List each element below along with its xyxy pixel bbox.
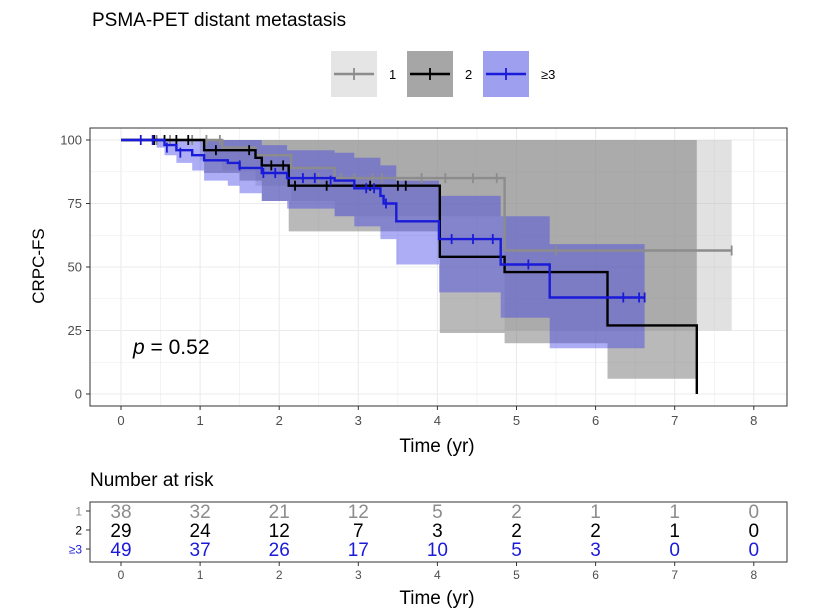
x-tick-label: 1 — [196, 413, 203, 428]
risk-count: 32 — [190, 502, 211, 523]
p-value-annotation: p = 0.52 — [132, 336, 210, 359]
risk-x-tick-label: 1 — [197, 568, 204, 582]
risk-count: 2 — [590, 521, 601, 542]
risk-count: 1 — [669, 521, 680, 542]
risk-count: 0 — [749, 540, 760, 561]
risk-count: 12 — [348, 502, 369, 523]
risk-count: 12 — [269, 521, 290, 542]
risk-count: 0 — [749, 521, 760, 542]
legend: 1 2 ≥3 — [331, 51, 555, 97]
risk-count: 5 — [511, 540, 522, 561]
y-tick-label: 50 — [68, 260, 82, 275]
risk-x-tick-label: 3 — [355, 568, 362, 582]
y-tick-label: 25 — [68, 323, 82, 338]
km-curve-series-2 — [121, 138, 698, 394]
y-axis-label: CRPC-FS — [29, 228, 48, 304]
p-value-text: = 0.52 — [145, 336, 210, 359]
x-tick-label: 5 — [513, 413, 520, 428]
risk-x-tick-label: 4 — [434, 568, 441, 582]
legend-label: ≥3 — [541, 67, 555, 82]
survival-curves — [121, 135, 733, 394]
x-tick-label: 7 — [671, 413, 678, 428]
y-tick-label: 100 — [60, 133, 82, 148]
risk-x-tick-label: 8 — [750, 568, 757, 582]
risk-count: 24 — [190, 521, 212, 542]
ci-band-series-3 — [121, 140, 645, 349]
risk-count: 17 — [348, 540, 369, 561]
risk-count: 3 — [590, 540, 601, 561]
risk-table-title: Number at risk — [90, 470, 214, 491]
x-axis-label: Time (yr) — [399, 436, 474, 457]
legend-label: 2 — [465, 67, 472, 82]
x-tick-label: 3 — [355, 413, 362, 428]
km-curve-series-3 — [121, 138, 645, 299]
risk-count: 37 — [190, 540, 211, 561]
confidence-bands — [121, 140, 732, 379]
risk-row-label: 2 — [75, 524, 82, 538]
x-tick-label: 4 — [434, 413, 441, 428]
risk-count: 2 — [511, 521, 522, 542]
risk-count: 2 — [511, 502, 522, 523]
risk-count: 21 — [269, 502, 290, 523]
x-tick-label: 8 — [750, 413, 757, 428]
plot-area: 0 25 50 75 100 0 1 2 3 4 5 6 7 8 — [60, 127, 788, 428]
x-tick-label: 0 — [117, 413, 124, 428]
risk-count: 7 — [353, 521, 364, 542]
ci-band-series-2 — [121, 140, 697, 379]
risk-table-border — [89, 501, 788, 563]
risk-x-tick-label: 2 — [276, 568, 283, 582]
risk-count: 10 — [427, 540, 448, 561]
chart-title: PSMA-PET distant metastasis — [92, 10, 346, 31]
risk-count: 1 — [590, 502, 601, 523]
risk-table: 1 38 32 21 12 5 2 1 1 02 29 24 12 7 3 2 2 1 0≥3 49 37 26 17 10 5… — [69, 501, 788, 582]
risk-count: 0 — [669, 540, 680, 561]
risk-row-label: ≥3 — [69, 543, 83, 557]
risk-count: 38 — [110, 502, 131, 523]
risk-count: 49 — [110, 540, 131, 561]
risk-count: 5 — [432, 502, 443, 523]
legend-label: 1 — [389, 67, 396, 82]
risk-x-tick-label: 7 — [671, 568, 678, 582]
x-tick-label: 2 — [276, 413, 283, 428]
risk-count: 0 — [749, 502, 760, 523]
risk-x-tick-label: 0 — [118, 568, 125, 582]
y-tick-label: 0 — [75, 387, 82, 402]
risk-x-tick-label: 6 — [592, 568, 599, 582]
risk-row-label: 1 — [75, 505, 82, 519]
km-curve-series-1 — [121, 138, 732, 252]
risk-count: 26 — [269, 540, 290, 561]
risk-count: 29 — [110, 521, 131, 542]
risk-table-x-label: Time (yr) — [399, 588, 474, 609]
risk-count: 3 — [432, 521, 443, 542]
y-tick-label: 75 — [68, 196, 82, 211]
risk-x-tick-label: 5 — [513, 568, 520, 582]
p-value-symbol: p — [132, 336, 145, 359]
x-tick-label: 6 — [592, 413, 599, 428]
risk-count: 1 — [669, 502, 680, 523]
